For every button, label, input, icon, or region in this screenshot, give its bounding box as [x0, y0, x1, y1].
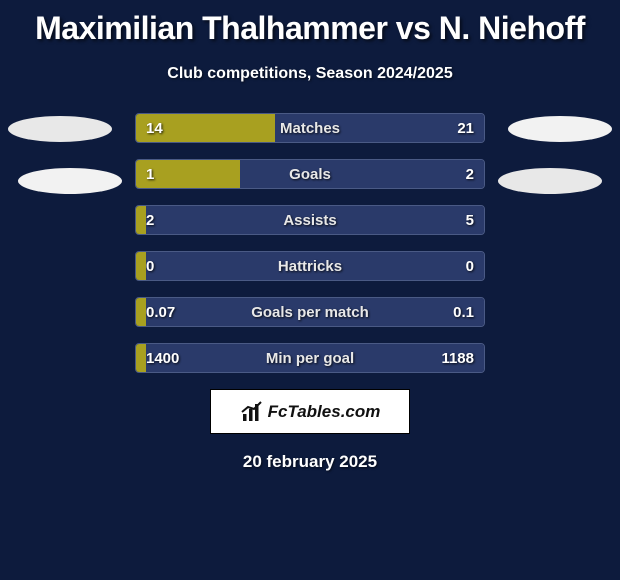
stat-row: 1421Matches [135, 113, 485, 143]
subtitle: Club competitions, Season 2024/2025 [0, 65, 620, 83]
branding-box[interactable]: FcTables.com [210, 389, 410, 434]
stat-label: Goals per match [136, 298, 484, 326]
stat-label: Matches [136, 114, 484, 142]
stat-row: 0.070.1Goals per match [135, 297, 485, 327]
page-title: Maximilian Thalhammer vs N. Niehoff [0, 0, 620, 47]
stat-row: 00Hattricks [135, 251, 485, 281]
player2-avatar-bottom [498, 168, 602, 194]
stat-label: Assists [136, 206, 484, 234]
comparison-section: 1421Matches 12Goals 25Assists 00Hattricks 0.… [0, 113, 620, 373]
player2-avatar-top [508, 116, 612, 142]
player1-avatar-bottom [18, 168, 122, 194]
stat-label: Goals [136, 160, 484, 188]
stat-label: Min per goal [136, 344, 484, 372]
stat-bars-container: 1421Matches 12Goals 25Assists 00Hattricks 0.… [135, 113, 485, 373]
player1-name: Maximilian Thalhammer [35, 10, 387, 46]
footer-date: 20 february 2025 [0, 452, 620, 472]
chart-icon [240, 400, 264, 424]
player2-name: N. Niehoff [439, 10, 585, 46]
stat-row: 14001188Min per goal [135, 343, 485, 373]
branding-text: FcTables.com [268, 402, 381, 422]
vs-text: vs [396, 10, 431, 46]
stat-label: Hattricks [136, 252, 484, 280]
stat-row: 25Assists [135, 205, 485, 235]
stat-row: 12Goals [135, 159, 485, 189]
player1-avatar-top [8, 116, 112, 142]
